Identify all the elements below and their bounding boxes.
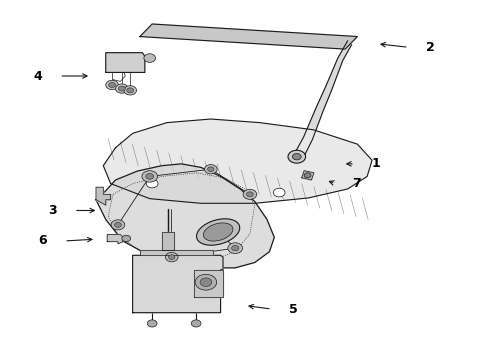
Text: 2: 2 bbox=[426, 41, 435, 54]
Polygon shape bbox=[133, 255, 223, 313]
Text: 5: 5 bbox=[289, 303, 298, 316]
Circle shape bbox=[288, 150, 306, 163]
Circle shape bbox=[243, 189, 257, 199]
Circle shape bbox=[147, 320, 157, 327]
Circle shape bbox=[169, 255, 175, 260]
Ellipse shape bbox=[196, 219, 240, 245]
Text: 6: 6 bbox=[39, 234, 47, 247]
Text: 7: 7 bbox=[352, 177, 361, 190]
Polygon shape bbox=[194, 270, 223, 297]
Circle shape bbox=[106, 80, 119, 90]
Circle shape bbox=[304, 173, 311, 178]
Polygon shape bbox=[96, 164, 274, 268]
Circle shape bbox=[146, 174, 154, 179]
Ellipse shape bbox=[203, 223, 233, 241]
Circle shape bbox=[147, 179, 158, 188]
Circle shape bbox=[232, 246, 239, 251]
Circle shape bbox=[228, 243, 243, 253]
Circle shape bbox=[109, 82, 116, 87]
Polygon shape bbox=[140, 24, 357, 49]
Polygon shape bbox=[107, 234, 123, 244]
Circle shape bbox=[116, 84, 128, 93]
Polygon shape bbox=[140, 250, 213, 255]
Circle shape bbox=[208, 167, 214, 172]
Circle shape bbox=[142, 171, 158, 182]
Circle shape bbox=[119, 86, 125, 91]
Circle shape bbox=[144, 54, 156, 62]
Circle shape bbox=[191, 320, 201, 327]
Polygon shape bbox=[106, 53, 145, 72]
Polygon shape bbox=[162, 232, 174, 250]
Circle shape bbox=[204, 165, 217, 174]
Text: 4: 4 bbox=[33, 69, 42, 82]
Circle shape bbox=[165, 252, 178, 262]
Circle shape bbox=[115, 222, 122, 227]
Circle shape bbox=[195, 274, 217, 290]
Polygon shape bbox=[293, 41, 351, 159]
Circle shape bbox=[122, 235, 131, 242]
Circle shape bbox=[111, 220, 125, 230]
Circle shape bbox=[124, 86, 137, 95]
Circle shape bbox=[200, 278, 212, 287]
Circle shape bbox=[273, 188, 285, 197]
Circle shape bbox=[127, 88, 134, 93]
Circle shape bbox=[293, 153, 301, 160]
Polygon shape bbox=[302, 171, 314, 180]
Circle shape bbox=[246, 192, 253, 197]
Text: 1: 1 bbox=[372, 157, 381, 170]
Polygon shape bbox=[103, 119, 372, 203]
Text: 3: 3 bbox=[48, 204, 57, 217]
Polygon shape bbox=[96, 187, 111, 205]
